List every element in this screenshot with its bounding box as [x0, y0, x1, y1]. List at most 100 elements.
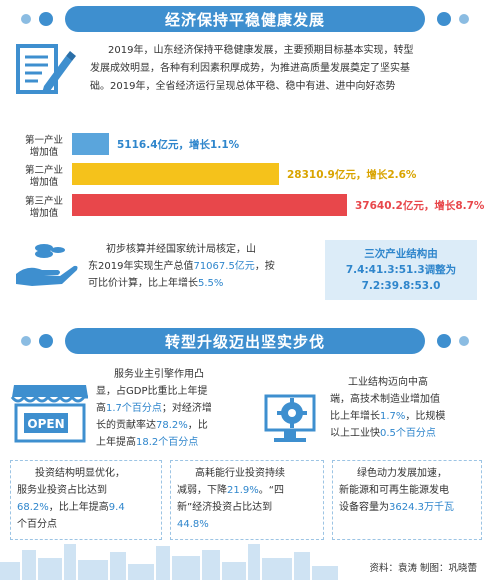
industry-text: 比上年增长	[330, 411, 380, 422]
open-sign-text: OPEN	[27, 417, 64, 431]
investment-value: 9.4	[108, 502, 125, 513]
banner-title: 转型升级迈出坚实步伐	[164, 332, 325, 351]
industry-text: 以上工业快	[330, 428, 380, 439]
energy-text: 。“四	[258, 485, 284, 496]
green-text: 设备容量为	[339, 502, 389, 513]
bar-label-secondary: 第二产业 增加值	[20, 165, 68, 189]
gdp-line: 可比价计算，比上年增长5.5%	[88, 275, 303, 292]
intro-paragraph: 2019年，山东经济保持平稳健康发展，主要预期目标基本实现，转型 发展成效明显，…	[90, 42, 475, 96]
bar-value-secondary: 28310.9亿元，增长2.6%	[287, 167, 416, 182]
bar-growth-text: 增长8.7%	[434, 200, 485, 212]
banner-dot	[437, 334, 451, 348]
industry-value: 1.7%	[380, 411, 406, 422]
banner-dot	[459, 336, 469, 346]
investment-box: 投资结构明显优化， 服务业投资占比达到 68.2%，比上年提高9.4 个百分点	[10, 460, 162, 540]
bar-tertiary	[72, 194, 347, 216]
document-pen-icon	[16, 44, 76, 94]
service-text: ，比	[187, 420, 208, 431]
intro-line: 发展成效明显，各种有利因素积厚成势，为推进高质量发展奠定了坚实基	[90, 63, 410, 74]
banner-dot	[437, 12, 451, 26]
investment-value: 68.2%	[17, 502, 49, 513]
bar-value-tertiary: 37640.2亿元，增长8.7%	[355, 198, 484, 213]
gdp-value: 71067.5亿元	[193, 261, 255, 272]
structure-box: 三次产业结构由 7.4:41.3:51.3调整为 7.2:39.8:53.0	[325, 240, 477, 300]
energy-line: 新”经济投资占比达到	[177, 502, 273, 513]
bar-label-line: 第二产业	[24, 165, 63, 176]
gdp-line: 初步核算并经国家统计局核定，山	[106, 244, 256, 255]
bar-label-line: 第三产业	[24, 196, 63, 207]
intro-line: 础。2019年，全省经济运行呈现总体平稳、稳中有进、进中向好态势	[90, 81, 396, 92]
bar-value-primary: 5116.4亿元，增长1.1%	[117, 137, 239, 152]
banner-dot	[459, 14, 469, 24]
investment-line: 投资结构明显优化，	[35, 468, 125, 479]
service-value: 1.7个百分点	[106, 403, 162, 414]
industry-text: ，比规模	[405, 411, 446, 422]
service-text: 长的贡献率达	[96, 420, 156, 431]
industry-value: 0.5个百分点	[380, 428, 436, 439]
bar-value-text: 28310.9亿元，	[287, 169, 367, 181]
bar-value-text: 37640.2亿元，	[355, 200, 435, 212]
bar-secondary	[72, 163, 279, 185]
service-text: 上年提高	[96, 437, 136, 448]
industry-line: 工业结构迈向中高	[348, 377, 428, 388]
service-value: 18.2个百分点	[136, 437, 199, 448]
bar-label-tertiary: 第三产业 增加值	[20, 196, 68, 220]
bar-growth-text: 增长1.1%	[189, 139, 240, 151]
energy-text: 减弱，下降	[177, 485, 227, 496]
investment-line: 68.2%，比上年提高9.4	[17, 499, 155, 516]
industry-line: 比上年增长1.7%，比规模	[330, 408, 480, 425]
section-banner-economy: 经济保持平稳健康发展	[21, 6, 469, 32]
banner-dot	[21, 336, 31, 346]
intro-line: 2019年，山东经济保持平稳健康发展，主要预期目标基本实现，转型	[108, 45, 414, 56]
banner-dot	[39, 12, 53, 26]
banner-dot	[39, 334, 53, 348]
energy-value: 44.8%	[177, 519, 209, 530]
open-store-icon: OPEN	[10, 385, 88, 443]
gdp-text: ，按	[254, 261, 275, 272]
service-text: ；对经济增	[161, 403, 212, 414]
industry-paragraph: 工业结构迈向中高 端，高技术制造业增加值 比上年增长1.7%，比规模 以上工业快…	[330, 374, 480, 442]
bar-growth-text: 增长2.6%	[366, 169, 417, 181]
service-paragraph: 服务业主引擎作用凸 显，占GDP比重比上年提 高1.7个百分点；对经济增 长的贡…	[96, 366, 246, 451]
city-skyline-decoration	[0, 540, 489, 580]
energy-value: 21.9%	[227, 485, 259, 496]
service-value: 78.2%	[156, 420, 188, 431]
bar-value-text: 5116.4亿元，	[117, 139, 190, 151]
green-value: 3624.3万千瓦	[389, 502, 454, 513]
bar-label-line: 增加值	[29, 147, 59, 158]
structure-line: 7.4:41.3:51.3调整为	[345, 264, 457, 276]
service-line: 上年提高18.2个百分点	[96, 434, 246, 451]
gdp-paragraph: 初步核算并经国家统计局核定，山 东2019年实现生产总值71067.5亿元，按 …	[88, 241, 303, 292]
bar-primary	[72, 133, 109, 155]
energy-line: 减弱，下降21.9%。“四	[177, 482, 317, 499]
service-line: 高1.7个百分点；对经济增	[96, 400, 246, 417]
investment-line: 服务业投资占比达到	[17, 485, 107, 496]
gear-monitor-icon	[264, 394, 316, 442]
industry-line: 以上工业快0.5个百分点	[330, 425, 480, 442]
section-banner-transformation: 转型升级迈出坚实步伐	[21, 328, 469, 354]
energy-invest-box: 高耗能行业投资持续 减弱，下降21.9%。“四 新”经济投资占比达到 44.8%	[170, 460, 324, 540]
bar-label-line: 增加值	[29, 177, 59, 188]
service-line: 服务业主引擎作用凸	[114, 369, 204, 380]
service-line: 长的贡献率达78.2%，比	[96, 417, 246, 434]
industry-line: 端，高技术制造业增加值	[330, 394, 440, 405]
bar-label-primary: 第一产业 增加值	[20, 135, 68, 159]
investment-line: 个百分点	[17, 519, 57, 530]
bar-label-line: 第一产业	[24, 135, 63, 146]
green-line: 绿色动力发展加速，	[357, 468, 447, 479]
credit-text: 资料：袁涛 制图：巩晓蕾	[369, 563, 477, 574]
service-text: 高	[96, 403, 106, 414]
bar-label-line: 增加值	[29, 208, 59, 219]
investment-text: ，比上年提高	[48, 502, 109, 513]
service-line: 显，占GDP比重比上年提	[96, 386, 208, 397]
gdp-growth: 5.5%	[198, 278, 224, 289]
structure-line: 7.2:39.8:53.0	[361, 280, 441, 292]
banner-dot	[21, 14, 31, 24]
banner-title: 经济保持平稳健康发展	[164, 10, 325, 29]
gdp-text: 可比价计算，比上年增长	[88, 278, 198, 289]
gdp-text: 东2019年实现生产总值	[88, 261, 194, 272]
gdp-line: 东2019年实现生产总值71067.5亿元，按	[88, 258, 303, 275]
green-line: 新能源和可再生能源发电	[339, 485, 449, 496]
energy-line: 高耗能行业投资持续	[195, 468, 285, 479]
green-line: 设备容量为3624.3万千瓦	[339, 499, 475, 516]
